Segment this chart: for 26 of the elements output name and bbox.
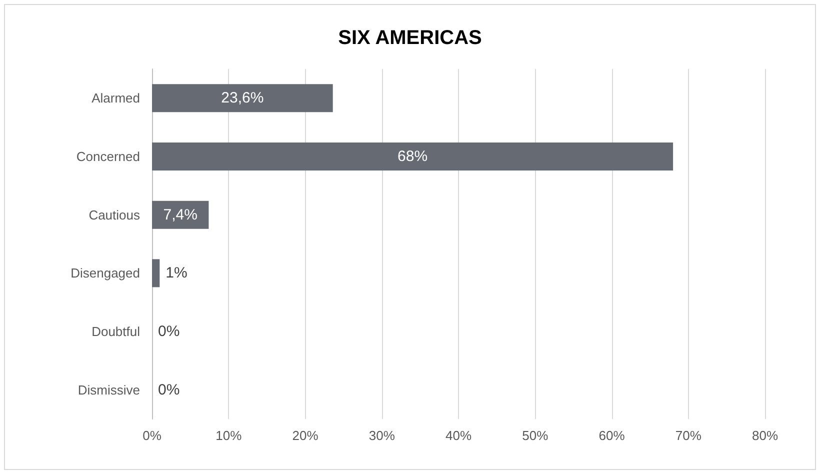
- y-tick-label: Alarmed: [92, 90, 140, 106]
- x-tick-label: 20%: [292, 428, 319, 443]
- bar: [152, 142, 674, 170]
- x-tick-label: 50%: [522, 428, 549, 443]
- x-tick-label: 30%: [368, 428, 396, 443]
- data-label: 0%: [158, 381, 180, 398]
- y-tick-label: Disengaged: [70, 266, 140, 281]
- bar: [152, 200, 209, 229]
- bar: [152, 84, 333, 112]
- x-tick-label: 0%: [142, 428, 162, 443]
- data-label: 23,6%: [221, 90, 264, 107]
- bar: [152, 259, 160, 288]
- x-tick-label: 80%: [752, 428, 778, 443]
- y-tick-label: Doubtful: [92, 324, 140, 339]
- data-label: 0%: [158, 323, 180, 340]
- x-tick-label: 40%: [445, 428, 472, 443]
- y-tick-label: Dismissive: [78, 382, 140, 398]
- data-label: 1%: [166, 264, 188, 282]
- x-tick-label: 10%: [216, 428, 242, 443]
- x-tick-label: 70%: [675, 428, 702, 443]
- y-tick-label: Cautious: [88, 207, 140, 222]
- chart-title: SIX AMERICAS: [338, 27, 482, 49]
- x-tick-label: 60%: [598, 428, 626, 443]
- data-label: 68%: [398, 148, 428, 165]
- data-label: 7,4%: [163, 206, 198, 224]
- y-tick-label: Concerned: [76, 149, 140, 164]
